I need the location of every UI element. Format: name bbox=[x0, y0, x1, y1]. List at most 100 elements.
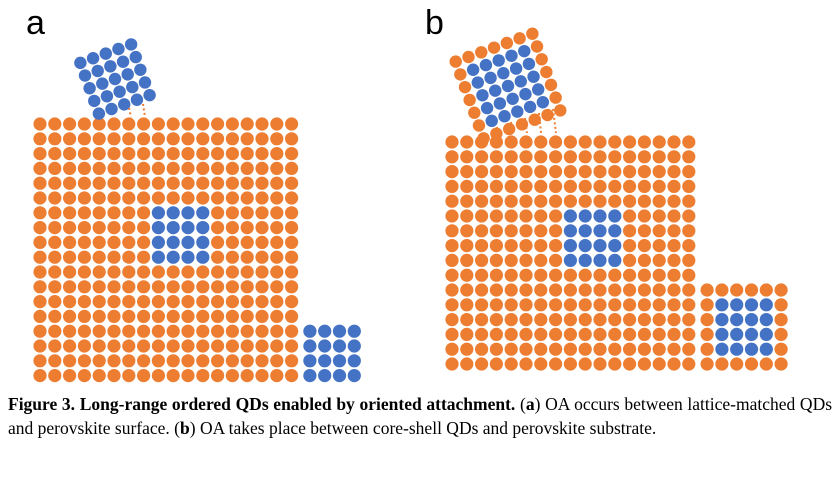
perovskite-atom bbox=[181, 147, 195, 161]
quantum-dot-shell-atom bbox=[487, 41, 501, 54]
perovskite-atom bbox=[445, 268, 459, 282]
quantum-dot-core-atom bbox=[497, 67, 510, 80]
perovskite-atom bbox=[445, 342, 459, 356]
perovskite-atom bbox=[107, 250, 121, 264]
quantum-dot-core-atom bbox=[522, 57, 536, 71]
perovskite-atom bbox=[637, 165, 652, 179]
perovskite-atom bbox=[240, 295, 254, 309]
perovskite-atom bbox=[652, 179, 666, 193]
perovskite-atom bbox=[652, 298, 666, 312]
perovskite-atom bbox=[48, 161, 62, 175]
perovskite-atom bbox=[285, 176, 299, 190]
perovskite-atom bbox=[107, 280, 121, 294]
perovskite-atom bbox=[623, 268, 637, 282]
perovskite-atom bbox=[92, 132, 106, 146]
perovskite-atom bbox=[225, 206, 239, 220]
quantum-dot-core-atom bbox=[523, 100, 537, 114]
perovskite-atom bbox=[637, 239, 652, 253]
perovskite-atom bbox=[48, 339, 62, 353]
tilted-quantum-dot bbox=[130, 93, 144, 106]
perovskite-atom bbox=[445, 135, 459, 149]
perovskite-atom bbox=[759, 283, 773, 297]
perovskite-atom bbox=[667, 253, 681, 267]
perovskite-atom bbox=[151, 265, 165, 279]
perovskite-atom bbox=[608, 342, 622, 356]
perovskite-atom bbox=[181, 354, 195, 368]
perovskite-atom bbox=[549, 135, 563, 149]
embedded-quantum-dot bbox=[593, 239, 607, 253]
perovskite-atom bbox=[774, 327, 788, 341]
perovskite-atom bbox=[682, 224, 696, 238]
tilted-quantum-dot bbox=[91, 64, 104, 78]
perovskite-atom bbox=[682, 209, 696, 223]
perovskite-atom bbox=[107, 161, 121, 175]
perovskite-atom bbox=[460, 179, 474, 193]
perovskite-atom bbox=[92, 176, 106, 190]
perovskite-atom bbox=[593, 179, 607, 193]
perovskite-atom bbox=[652, 135, 666, 149]
perovskite-atom bbox=[623, 135, 637, 149]
perovskite-atom bbox=[489, 165, 503, 179]
embedded-quantum-dot bbox=[593, 253, 607, 267]
perovskite-atom bbox=[77, 117, 91, 131]
perovskite-atom bbox=[77, 339, 91, 353]
perovskite-atom bbox=[637, 194, 652, 208]
perovskite-atom bbox=[122, 161, 136, 175]
perovskite-atom bbox=[534, 253, 548, 267]
perovskite-atom bbox=[181, 280, 195, 294]
perovskite-atom bbox=[593, 342, 607, 356]
perovskite-atom bbox=[63, 147, 77, 161]
embedded-quantum-dot bbox=[151, 250, 165, 264]
perovskite-atom bbox=[563, 135, 578, 149]
perovskite-atom bbox=[240, 280, 254, 294]
perovskite-atom bbox=[63, 369, 77, 383]
perovskite-atom bbox=[151, 147, 165, 161]
perovskite-atom bbox=[637, 253, 652, 267]
perovskite-atom bbox=[122, 309, 136, 323]
perovskite-atom bbox=[211, 235, 225, 249]
core-shell-quantum-dot bbox=[730, 298, 744, 312]
perovskite-atom bbox=[33, 235, 47, 249]
attached-quantum-dot bbox=[347, 324, 361, 338]
tilted-quantum-dot bbox=[92, 107, 106, 120]
perovskite-atom bbox=[519, 239, 533, 253]
perovskite-atom bbox=[489, 194, 503, 208]
perovskite-atom bbox=[715, 357, 729, 371]
perovskite-atom bbox=[92, 235, 106, 249]
perovskite-atom bbox=[730, 357, 744, 371]
perovskite-atom bbox=[637, 224, 652, 238]
perovskite-atom bbox=[107, 295, 121, 309]
perovskite-atom bbox=[519, 268, 533, 282]
tilted-quantum-dot bbox=[88, 94, 101, 108]
perovskite-atom bbox=[682, 253, 696, 267]
perovskite-atom bbox=[211, 147, 225, 161]
attached-quantum-dot bbox=[318, 324, 332, 338]
perovskite-atom bbox=[270, 161, 284, 175]
perovskite-atom bbox=[534, 342, 548, 356]
perovskite-atom bbox=[744, 357, 759, 371]
perovskite-atom bbox=[593, 327, 607, 341]
perovskite-atom bbox=[211, 176, 225, 190]
perovskite-atom bbox=[475, 239, 489, 253]
tilted-quantum-dot bbox=[116, 55, 130, 68]
perovskite-atom bbox=[445, 224, 459, 238]
quantum-dot-shell-atom bbox=[530, 40, 544, 53]
perovskite-atom bbox=[270, 117, 284, 131]
perovskite-atom bbox=[211, 354, 225, 368]
perovskite-atom bbox=[608, 150, 622, 164]
embedded-quantum-dot bbox=[166, 250, 180, 264]
perovskite-atom bbox=[33, 265, 47, 279]
perovskite-atom bbox=[285, 280, 299, 294]
perovskite-atom bbox=[196, 309, 210, 323]
perovskite-atom bbox=[285, 354, 299, 368]
perovskite-atom bbox=[92, 295, 106, 309]
perovskite-atom bbox=[270, 221, 284, 235]
perovskite-atom bbox=[181, 265, 195, 279]
panel-label-b: b bbox=[425, 4, 444, 42]
perovskite-atom bbox=[33, 369, 47, 383]
perovskite-atom bbox=[504, 342, 518, 356]
quantum-dot-core-atom bbox=[484, 71, 497, 85]
embedded-quantum-dot bbox=[196, 235, 210, 249]
perovskite-atom bbox=[137, 117, 151, 131]
perovskite-atom bbox=[519, 179, 533, 193]
